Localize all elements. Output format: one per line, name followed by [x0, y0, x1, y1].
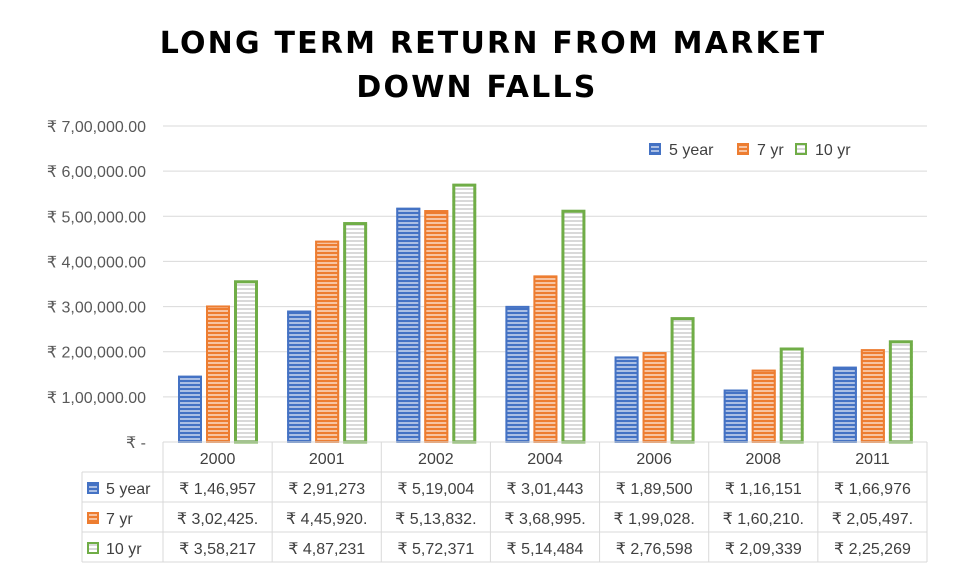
category-label: 2000 — [200, 451, 236, 468]
bar — [206, 305, 230, 443]
y-tick-label: ₹ 2,00,000.00 — [47, 345, 146, 362]
table-cell: ₹ 1,99,028. — [613, 511, 694, 528]
table-series-name: 7 yr — [106, 511, 133, 528]
y-tick-label: ₹ 7,00,000.00 — [47, 119, 146, 136]
table-cell: ₹ 1,89,500 — [616, 481, 693, 498]
table-cell: ₹ 2,05,497. — [832, 511, 913, 528]
table-cell: ₹ 1,60,210. — [723, 511, 804, 528]
data-table: 2000 2001 2002 2004 2006 2008 2011 5 year ₹ 1,46… — [81, 441, 928, 563]
legend: 5 year 7 yr 10 yr — [649, 142, 851, 159]
bar — [396, 207, 421, 443]
category-label: 2008 — [745, 451, 781, 468]
bar — [178, 375, 202, 444]
bar — [642, 352, 667, 443]
category-label: 2001 — [309, 451, 345, 468]
y-tick-label: ₹ 5,00,000.00 — [47, 209, 146, 226]
table-cell: ₹ 5,13,832. — [395, 511, 476, 528]
table-cell: ₹ 2,91,273 — [288, 481, 365, 498]
legend-entry: 10 yr — [795, 142, 851, 159]
category-label: 2011 — [855, 451, 890, 468]
bar — [452, 183, 477, 444]
y-tick-label: ₹ 3,00,000.00 — [47, 300, 146, 317]
y-tick-label: ₹ 6,00,000.00 — [47, 164, 146, 181]
y-tick-label: ₹ 4,00,000.00 — [47, 254, 146, 271]
table-cell: ₹ 5,19,004 — [397, 481, 474, 498]
table-cell: ₹ 4,87,231 — [288, 541, 365, 558]
bar — [533, 275, 558, 443]
chart-title-line-2: DOWN FALLS — [356, 70, 597, 105]
bar — [723, 389, 748, 444]
category-label: 2004 — [527, 451, 563, 468]
legend-entry: 7 yr — [737, 142, 784, 159]
table-cell: ₹ 5,14,484 — [507, 541, 584, 558]
legend-label: 10 yr — [815, 142, 851, 159]
y-tick-label: ₹ 1,00,000.00 — [47, 390, 146, 407]
bar — [315, 240, 340, 443]
chart-title-line-1: LONG TERM RETURN FROM MARKET — [160, 26, 827, 61]
table-cell: ₹ 4,45,920. — [286, 511, 367, 528]
table-cell: ₹ 2,09,339 — [725, 541, 802, 558]
bar — [614, 356, 639, 443]
table-legend-key — [87, 512, 99, 524]
category-label: 2006 — [636, 451, 672, 468]
table-legend-key — [87, 482, 99, 494]
table-cell: ₹ 3,58,217 — [179, 541, 256, 558]
table-cell: ₹ 1,66,976 — [834, 481, 911, 498]
bar — [505, 305, 530, 443]
table-cell: ₹ 1,16,151 — [725, 481, 802, 498]
table-cell: ₹ 3,68,995. — [504, 511, 585, 528]
legend-entry: 5 year — [649, 142, 714, 159]
bar — [343, 222, 368, 444]
bar — [832, 366, 857, 443]
category-label: 2002 — [418, 451, 454, 468]
y-tick-label: ₹ - — [126, 435, 146, 452]
bars — [178, 183, 913, 444]
bar — [670, 317, 695, 444]
bar — [779, 347, 804, 444]
table-series-name: 5 year — [106, 481, 151, 498]
bar — [860, 349, 885, 444]
table-legend-key — [87, 542, 99, 554]
bar — [424, 210, 449, 443]
bar — [561, 209, 586, 444]
table-cell: ₹ 2,76,598 — [616, 541, 693, 558]
y-axis-tick-labels: ₹ - ₹ 1,00,000.00 ₹ 2,00,000.00 ₹ 3,00,000.… — [47, 119, 146, 452]
bar — [234, 280, 258, 444]
bar — [287, 310, 312, 443]
legend-label: 5 year — [669, 142, 714, 159]
bar — [888, 340, 913, 444]
table-cell: ₹ 5,72,371 — [397, 541, 474, 558]
table-cell: ₹ 2,25,269 — [834, 541, 911, 558]
bar — [751, 369, 776, 444]
legend-label: 7 yr — [757, 142, 784, 159]
table-cell: ₹ 3,02,425. — [177, 511, 258, 528]
table-cell: ₹ 3,01,443 — [507, 481, 584, 498]
table-cell: ₹ 1,46,957 — [179, 481, 256, 498]
table-series-name: 10 yr — [106, 541, 142, 558]
